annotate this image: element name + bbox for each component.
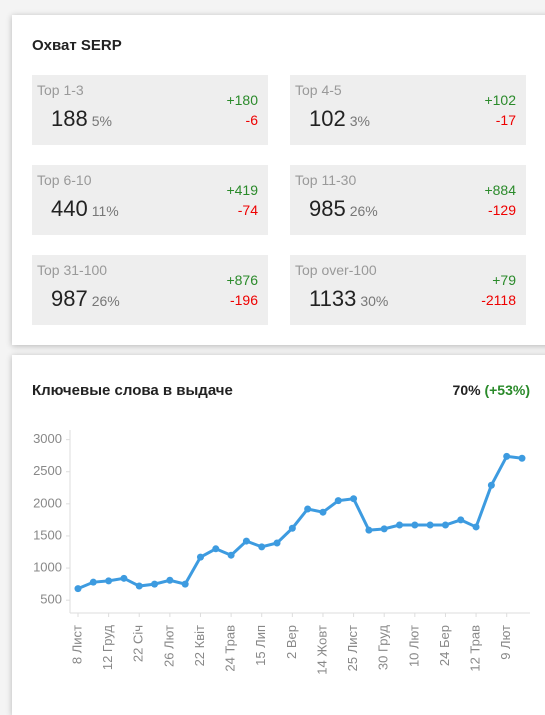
tile-count: 188 5% — [51, 106, 112, 131]
point — [411, 521, 419, 529]
point — [135, 582, 143, 590]
tile-share: 11% — [91, 203, 119, 219]
card-title: Охват SERP — [32, 37, 122, 54]
tile-label: Top 11-30 — [295, 172, 357, 188]
share: 70% — [452, 382, 481, 398]
point — [166, 576, 174, 584]
tile-share: 5% — [91, 113, 112, 129]
tile-share: 3% — [349, 113, 370, 129]
point — [105, 577, 113, 585]
tile-loss: -17 — [495, 112, 516, 128]
serp-card: Охват SERP Top 1-3 188 5% +180 -6 Top 4-5 102 3… — [12, 15, 545, 345]
tile: Top over-100 1133 30% +79 -2118 — [290, 255, 526, 325]
tile: Top 1-3 188 5% +180 -6 — [32, 75, 268, 145]
tile-share: 26% — [349, 203, 378, 219]
tile-label: Top 1-3 — [37, 82, 84, 98]
x-tick-label: 26 Лют — [161, 625, 176, 667]
summary: 70% (+53%) — [453, 382, 530, 398]
tile-count: 102 3% — [309, 106, 370, 131]
point — [319, 508, 327, 516]
point — [151, 580, 159, 588]
point — [89, 578, 97, 586]
y-tick-label: 1500 — [33, 527, 62, 542]
y-tick-label: 3000 — [33, 431, 62, 446]
tile-loss: -74 — [237, 202, 258, 218]
tile-loss: -6 — [245, 112, 258, 128]
x-tick-label: 10 Лют — [406, 625, 421, 667]
x-tick-label: 22 Квіт — [192, 625, 207, 666]
tile-count: 440 11% — [51, 196, 119, 221]
point — [503, 452, 511, 460]
point — [365, 526, 373, 534]
point — [227, 551, 235, 559]
tile-label: Top 6-10 — [37, 172, 92, 188]
tile-gain: +180 — [226, 92, 258, 108]
point — [396, 521, 404, 529]
point — [304, 505, 312, 513]
y-tick-label: 1000 — [33, 559, 62, 574]
point — [181, 580, 189, 588]
point — [273, 539, 281, 547]
point — [457, 516, 465, 524]
chart-card: Ключевые слова в выдаче 70% (+53%) — [12, 355, 545, 715]
x-tick-label: 25 Лист — [345, 625, 360, 671]
point — [212, 545, 220, 553]
x-tick-label: 30 Груд — [376, 625, 391, 671]
x-tick-label: 24 Бер — [437, 625, 452, 666]
point — [350, 495, 358, 503]
point — [487, 481, 495, 489]
tile: Top 6-10 440 11% +419 -74 — [32, 165, 268, 235]
tile-share: 30% — [360, 293, 389, 309]
tile: Top 31-100 987 26% +876 -196 — [32, 255, 268, 325]
tile-count: 985 26% — [309, 196, 378, 221]
chart: 500 1000 1500 2000 2500 3000 8 Лист 12 Груд 22 С… — [33, 430, 530, 675]
x-tick-label: 24 Трав — [223, 625, 238, 672]
tile-loss: -2118 — [481, 292, 516, 308]
point — [380, 525, 388, 533]
y-tick-label: 500 — [40, 592, 62, 607]
tile-gain: +79 — [492, 272, 516, 288]
point — [258, 543, 266, 551]
x-tick-label: 22 Січ — [131, 625, 146, 662]
x-tick-label: 12 Груд — [100, 625, 115, 671]
x-tick-label: 15 Лип — [253, 625, 268, 666]
tile-loss: -196 — [229, 292, 258, 308]
tile-gain: +876 — [226, 272, 258, 288]
tile-gain: +884 — [484, 182, 516, 198]
page: Охват SERP Top 1-3 188 5% +180 -6 Top 4-5 102 3… — [12, 15, 545, 715]
tile-label: Top 4-5 — [295, 82, 342, 98]
y-tick-label: 2000 — [33, 495, 62, 510]
x-tick-label: 14 Жовт — [314, 625, 329, 675]
point — [472, 523, 480, 531]
point — [196, 553, 204, 561]
point — [441, 521, 449, 529]
point — [242, 537, 250, 545]
x-tick-label: 12 Трав — [468, 625, 483, 672]
series-line — [77, 454, 523, 590]
x-tick-label: 2 Вер — [284, 625, 299, 659]
point — [518, 454, 526, 462]
point — [120, 574, 128, 582]
point — [334, 497, 342, 505]
x-tick-label: 9 Лют — [498, 625, 513, 660]
tile: Top 11-30 985 26% +884 -129 — [290, 165, 526, 235]
tile: Top 4-5 102 3% +102 -17 — [290, 75, 526, 145]
tile-count: 1133 30% — [309, 286, 389, 311]
tile-gain: +102 — [484, 92, 516, 108]
chart-title: Ключевые слова в выдаче — [32, 382, 233, 399]
x-tick-label: 8 Лист — [69, 625, 84, 664]
change: (+53%) — [484, 382, 530, 398]
point — [426, 521, 434, 529]
point — [288, 524, 296, 532]
y-tick-label: 2500 — [33, 463, 62, 478]
tile-gain: +419 — [226, 182, 258, 198]
point — [74, 585, 82, 593]
tile-loss: -129 — [487, 202, 516, 218]
tile-share: 26% — [91, 293, 120, 309]
tile-label: Top 31-100 — [37, 262, 108, 278]
tile-count: 987 26% — [51, 286, 120, 311]
tile-label: Top over-100 — [295, 262, 377, 278]
